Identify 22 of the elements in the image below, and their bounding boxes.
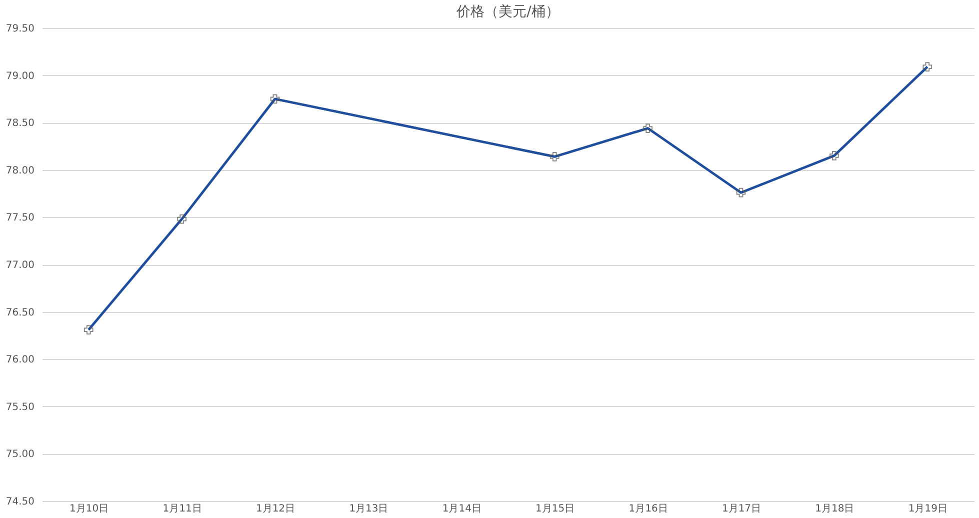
- y-tick-label: 79.00: [6, 70, 34, 82]
- y-tick-label: 74.50: [6, 496, 34, 508]
- y-tick-label: 78.00: [6, 165, 34, 176]
- y-tick-label: 79.50: [6, 24, 34, 34]
- y-tick-label: 76.50: [6, 307, 34, 318]
- y-tick-label: 78.50: [6, 118, 34, 130]
- chart-title: 价格（美元/桶）: [456, 4, 560, 20]
- x-tick-label: 1月12日: [256, 504, 296, 514]
- y-tick-label: 77.00: [6, 260, 34, 271]
- x-tick-label: 1月14日: [442, 504, 482, 514]
- y-tick-label: 75.00: [6, 449, 34, 460]
- x-tick-label: 1月19日: [908, 504, 948, 514]
- x-tick-label: 1月11日: [162, 504, 202, 514]
- x-tick-label: 1月17日: [722, 504, 762, 514]
- y-tick-label: 77.50: [6, 212, 34, 224]
- x-tick-label: 1月15日: [536, 504, 575, 514]
- y-tick-label: 75.50: [6, 402, 34, 413]
- x-tick-label: 1月13日: [349, 504, 388, 514]
- x-tick-label: 1月18日: [815, 504, 854, 514]
- x-tick-label: 1月10日: [70, 504, 109, 514]
- y-tick-label: 76.00: [6, 354, 34, 366]
- x-tick-label: 1月16日: [628, 504, 668, 514]
